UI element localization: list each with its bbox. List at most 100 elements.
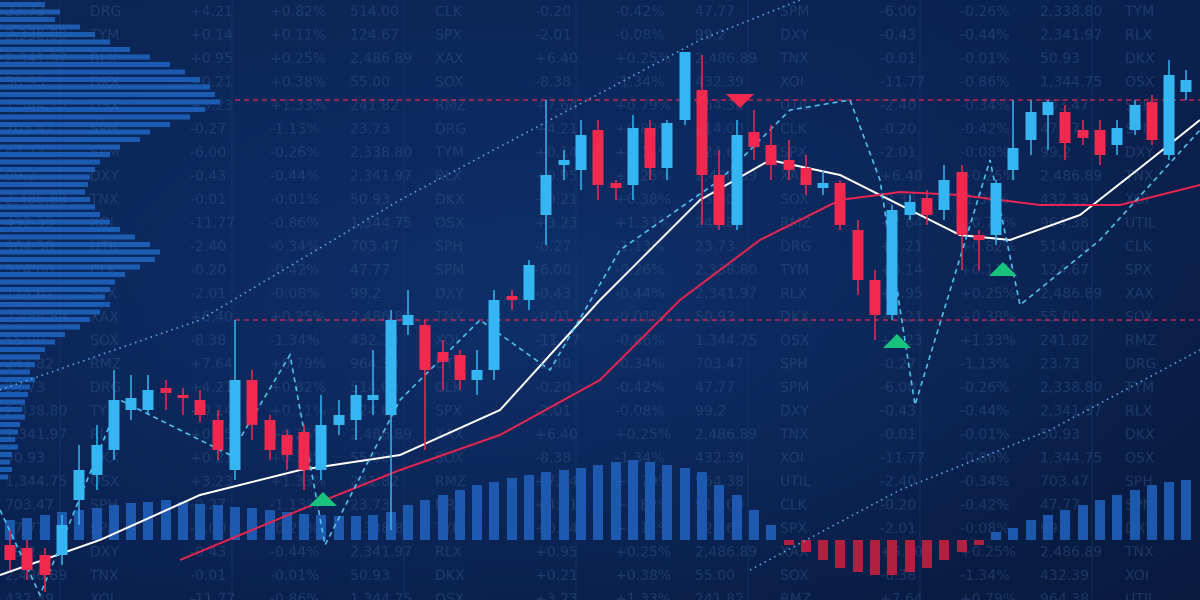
ticker-text: XAX (1125, 286, 1154, 302)
ticker-text: RLX (435, 545, 463, 561)
ticker-text: XOI (780, 451, 804, 467)
ticker-text: SPM (435, 263, 464, 279)
ticker-text: 514.00 (1040, 239, 1089, 255)
ticker-text: -0.42% (270, 263, 320, 279)
candle-body (661, 123, 673, 168)
ticker-text: RMZ (435, 474, 466, 490)
signal-marker (883, 334, 911, 348)
candle-body (212, 420, 224, 450)
profile-bar (0, 332, 65, 337)
ticker-text: -0.01% (270, 192, 320, 208)
ticker-text: -2.01 (880, 145, 916, 161)
candle-body (385, 320, 397, 415)
profile-bar (0, 114, 190, 120)
ticker-text: -0.86% (270, 592, 320, 600)
histogram-bar (1008, 528, 1018, 540)
ticker-text: 23.73 (350, 498, 390, 514)
candle-body (281, 435, 293, 455)
candle-body (108, 400, 120, 450)
profile-bar (0, 189, 85, 195)
candle-body (990, 183, 1002, 235)
ticker-text: -1.34% (960, 568, 1010, 584)
ticker-text: +0.25% (615, 51, 671, 67)
ticker-text: DRG (1125, 357, 1156, 373)
ticker-text: -0.01% (615, 310, 665, 326)
candle-body (246, 380, 258, 425)
candle-body (852, 230, 864, 280)
candle-body (540, 175, 552, 215)
ticker-text: OSX (780, 333, 810, 349)
histogram-bar (1181, 480, 1191, 540)
candle-body (471, 370, 483, 380)
histogram-bar (766, 525, 776, 540)
candle-body (91, 445, 103, 475)
ticker-text: +6.40 (880, 545, 923, 561)
profile-bar (0, 122, 170, 127)
ticker-text: SPX (1125, 263, 1152, 279)
ticker-text: -0.44% (615, 286, 665, 302)
ticker-text: TNX (89, 192, 119, 208)
profile-bar (0, 249, 160, 255)
ticker-text: 50.93 (1040, 51, 1080, 67)
profile-bar (0, 129, 150, 135)
candle-body (333, 415, 345, 425)
ticker-text: -0.01% (270, 568, 320, 584)
ticker-text: +4.21 (190, 380, 233, 396)
profile-bar (0, 24, 80, 30)
ticker-text: 241.82 (1040, 333, 1089, 349)
indicator-line (0, 0, 801, 391)
ticker-text: 99.2 (1040, 145, 1071, 161)
ticker-text: +0.14 (880, 263, 923, 279)
ticker-text: +0.82% (270, 4, 326, 20)
ticker-text: 2,486.89 (5, 568, 67, 584)
ticker-text: 99.2 (350, 286, 381, 302)
ticker-text: XOI (1125, 568, 1149, 584)
profile-bar (0, 9, 60, 15)
histogram-bar (662, 465, 672, 540)
ticker-text: +3.23 (535, 216, 578, 232)
candle-body (402, 315, 414, 325)
ticker-text: TYM (779, 263, 809, 279)
ticker-text: TYM (1124, 4, 1154, 20)
ticker-text: +3.23 (535, 592, 578, 600)
ticker-text: OSX (90, 474, 120, 490)
ticker-text: +0.25% (960, 169, 1016, 185)
ticker-text: 47.77 (1040, 498, 1080, 514)
histogram-bar (40, 515, 50, 540)
ticker-text: 432.39 (695, 451, 744, 467)
candle-body (73, 470, 85, 500)
ticker-text: -0.20 (880, 498, 916, 514)
ticker-text: 964.38 (1040, 216, 1089, 232)
ticker-text: XAX (435, 51, 464, 67)
profile-bar (0, 377, 35, 382)
ticker-text: CLK (435, 4, 463, 20)
ticker-text: SPH (435, 239, 463, 255)
ticker-text: DRG (90, 380, 121, 396)
ticker-text: +7.64 (880, 592, 923, 600)
ticker-text: -11.77 (190, 216, 235, 232)
ticker-text: +0.95 (880, 286, 923, 302)
ticker-text: SPH (1125, 474, 1153, 490)
histogram-bar (213, 505, 223, 540)
histogram-bar (1026, 520, 1036, 540)
ticker-text: TNX (1124, 169, 1154, 185)
ticker-text: 2,341.97 (5, 427, 67, 443)
ticker-text: -8.38 (535, 75, 571, 91)
candle-body (177, 395, 189, 398)
ticker-text: -0.08% (615, 404, 665, 420)
ticker-text: -0.34% (270, 239, 320, 255)
ticker-text: +1.33% (270, 98, 326, 114)
ticker-text: 2,338.80 (1040, 4, 1102, 20)
histogram-bar (957, 540, 967, 552)
ticker-text: -0.08% (270, 286, 320, 302)
candle-body (315, 425, 327, 470)
ticker-text: -11.77 (880, 75, 925, 91)
ticker-text: -0.20 (190, 263, 226, 279)
ticker-text: -1.13% (615, 239, 665, 255)
ticker-text: OSX (435, 216, 465, 232)
histogram-bar (178, 502, 188, 540)
ticker-text: 23.73 (350, 122, 390, 138)
ticker-text: XAX (435, 427, 464, 443)
ticker-text: +4.21 (190, 4, 233, 20)
ticker-text: 50.93 (350, 568, 390, 584)
